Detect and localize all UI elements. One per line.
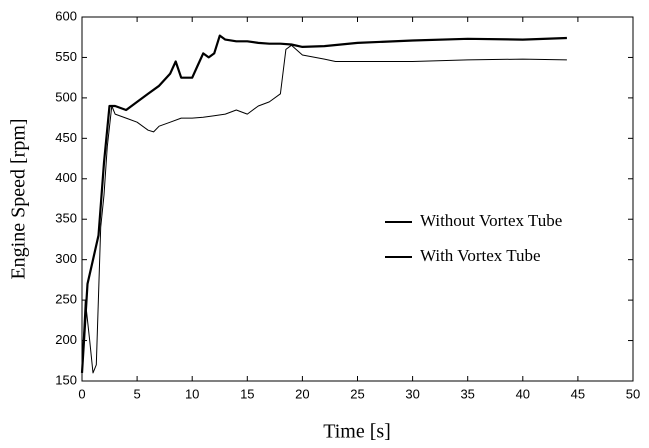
x-tick-label: 40 [516, 386, 530, 401]
plot-area [81, 16, 634, 382]
x-axis-label: Time [s] [323, 421, 391, 443]
y-tick-label: 250 [55, 292, 77, 307]
series-line [81, 44, 567, 374]
y-axis-label: Engine Speed [rpm] [8, 118, 30, 279]
y-tick-label: 550 [55, 49, 77, 64]
x-tick-label: 35 [460, 386, 474, 401]
x-tick-label: 50 [626, 386, 640, 401]
y-tick-label: 400 [55, 170, 77, 185]
y-tick-label: 450 [55, 130, 77, 145]
legend-label: Without Vortex Tube [420, 211, 562, 230]
y-tick-label: 350 [55, 211, 77, 226]
y-tick-label: 300 [55, 251, 77, 266]
y-tick-label: 200 [55, 332, 77, 347]
x-tick-label: 15 [240, 386, 254, 401]
x-tick-label: 25 [350, 386, 364, 401]
legend-label: With Vortex Tube [420, 246, 541, 265]
x-tick-label: 45 [571, 386, 585, 401]
x-tick-label: 5 [133, 386, 140, 401]
x-tick-label: 0 [78, 386, 85, 401]
x-tick-label: 20 [295, 386, 309, 401]
series-line [80, 34, 567, 373]
y-tick-label: 150 [55, 372, 77, 387]
y-tick-label: 500 [55, 89, 77, 104]
x-tick-label: 30 [405, 386, 419, 401]
y-tick-label: 600 [55, 8, 77, 23]
x-tick-label: 10 [185, 386, 199, 401]
